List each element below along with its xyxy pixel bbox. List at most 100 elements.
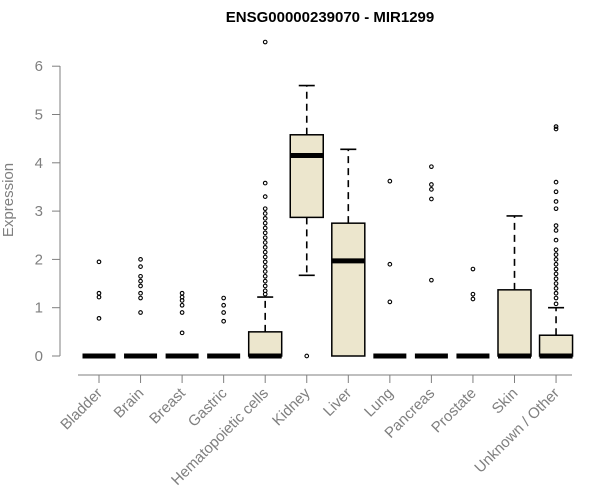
outlier-point	[221, 318, 226, 324]
outlier-point	[387, 261, 393, 267]
box-body	[289, 134, 324, 219]
x-tick-label: Lung	[361, 385, 397, 421]
outlier-point	[553, 126, 559, 132]
outlier-point	[138, 278, 143, 284]
outlier-point	[262, 230, 268, 236]
outlier-point	[262, 273, 268, 279]
box-5	[289, 84, 324, 359]
outlier-point	[553, 295, 559, 301]
x-tick-label: Breast	[146, 384, 189, 427]
outlier-point	[179, 310, 185, 315]
outlier-point	[470, 296, 476, 302]
x-tick-label: Liver	[320, 385, 355, 420]
outlier-point	[96, 315, 102, 321]
box-6	[331, 148, 366, 357]
outlier-point	[179, 294, 185, 300]
outlier-point	[96, 290, 102, 296]
x-tick-label: Skin	[489, 385, 522, 418]
outlier-point	[262, 235, 268, 241]
outlier-point	[262, 240, 268, 245]
outlier-point	[262, 278, 268, 284]
outlier-point	[553, 189, 559, 195]
outlier-point	[470, 291, 476, 297]
x-tick-label: Prostate	[428, 385, 480, 437]
box-body	[331, 222, 366, 357]
outlier-point	[304, 353, 310, 359]
outlier-point	[553, 206, 559, 212]
box-1	[124, 257, 158, 359]
chart-title: ENSG00000239070 - MIR1299	[226, 9, 434, 26]
outlier-point	[262, 220, 268, 226]
outlier-point	[553, 266, 559, 272]
y-tick-label: 3	[35, 203, 43, 220]
box-10	[497, 215, 532, 359]
outlier-point	[138, 295, 143, 301]
outlier-point	[262, 206, 268, 212]
outlier-point	[553, 286, 559, 291]
outlier-point	[138, 264, 143, 269]
y-tick-label: 1	[35, 300, 43, 317]
outlier-point	[553, 257, 559, 262]
outlier-point	[262, 254, 268, 260]
x-tick-label: Kidney	[269, 384, 314, 429]
outlier-point	[553, 281, 559, 286]
outlier-point	[553, 124, 559, 129]
outlier-point	[262, 215, 268, 221]
outlier-point	[429, 196, 434, 202]
box-body	[247, 331, 283, 357]
outlier-point	[221, 310, 226, 315]
box-9	[456, 266, 490, 359]
outlier-point	[138, 283, 143, 289]
outlier-point	[553, 271, 559, 277]
outlier-point	[262, 264, 268, 269]
outlier-point	[553, 252, 559, 257]
outlier-point	[387, 299, 393, 305]
outlier-point	[138, 257, 143, 262]
outlier-point	[553, 247, 559, 253]
outlier-point	[138, 273, 143, 279]
x-tick-label: Brain	[111, 385, 148, 422]
y-axis-ticks: 0 1 2 3 4 5 6	[35, 58, 60, 365]
box-body	[497, 289, 532, 357]
box-3	[207, 295, 241, 359]
outlier-point	[262, 225, 268, 231]
outlier-point	[553, 301, 559, 307]
box-7	[373, 178, 407, 359]
outlier-point	[138, 310, 143, 315]
outlier-point	[179, 290, 185, 296]
outlier-point	[470, 266, 476, 272]
y-tick-label: 5	[35, 107, 43, 124]
box-0	[82, 259, 116, 359]
outlier-point	[553, 290, 559, 296]
outlier-point	[96, 259, 102, 265]
box-8	[414, 164, 448, 359]
outlier-point	[179, 302, 185, 308]
y-axis-label: Expression	[0, 163, 17, 237]
outlier-point	[387, 178, 393, 184]
outlier-point	[553, 223, 559, 228]
x-tick-label: Bladder	[57, 385, 106, 434]
outlier-point	[429, 182, 434, 187]
outlier-point	[429, 164, 434, 170]
y-tick-label: 6	[35, 58, 43, 75]
outlier-point	[429, 277, 434, 283]
outlier-point	[262, 249, 268, 255]
outlier-point	[553, 237, 559, 243]
outlier-point	[179, 330, 185, 336]
y-tick-label: 0	[35, 348, 43, 365]
y-tick-label: 4	[35, 155, 43, 172]
y-tick-label: 2	[35, 251, 43, 268]
outlier-point	[262, 244, 268, 250]
outlier-point	[553, 199, 559, 204]
outlier-point	[262, 180, 268, 186]
outlier-point	[553, 228, 559, 233]
boxes-group	[82, 39, 574, 359]
box-body	[538, 334, 574, 357]
box-4	[247, 39, 283, 359]
outlier-point	[262, 288, 268, 294]
box-2	[165, 290, 199, 359]
outlier-point	[262, 283, 268, 289]
outlier-point	[553, 276, 559, 282]
